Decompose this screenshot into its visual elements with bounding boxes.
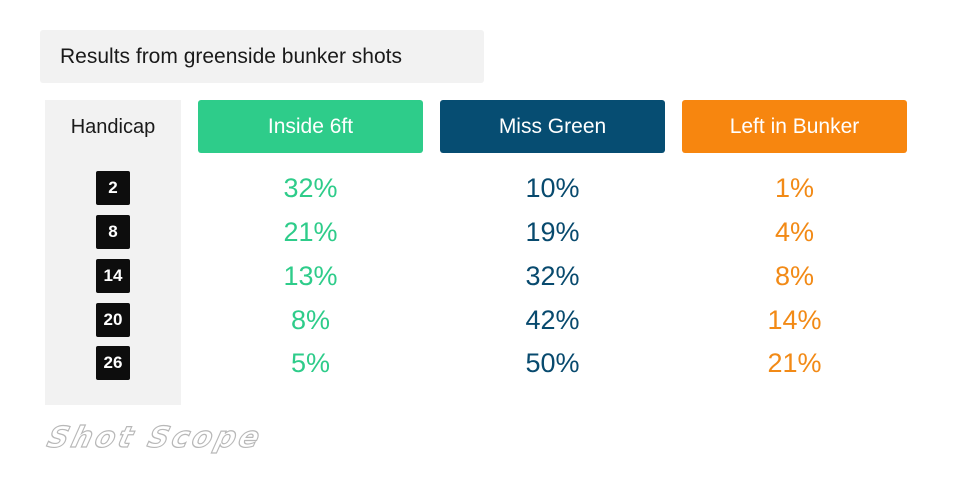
data-label-miss-green-hc8: 19%: [525, 216, 580, 247]
data-label-inside-6ft-hc20: 8%: [290, 304, 331, 335]
shot-scope-logo: Shot Scope: [43, 419, 267, 454]
handicap-badge-26: 26: [96, 346, 130, 380]
chart-title-box: Results from greenside bunker shots: [40, 30, 484, 83]
series-header-inside-6ft: Inside 6ft: [198, 100, 423, 153]
handicap-column: Handicap 2 8 14 20 26: [45, 100, 181, 405]
chart-title: Results from greenside bunker shots: [60, 44, 402, 68]
data-label-inside-6ft-hc8: 21%: [283, 216, 338, 247]
data-label-left-in-bunker-hc8: 4%: [774, 216, 815, 247]
series-header-left-in-bunker: Left in Bunker: [682, 100, 907, 153]
handicap-badge-14: 14: [96, 259, 130, 293]
data-label-inside-6ft-hc26: 5%: [290, 347, 331, 378]
handicap-badge-8: 8: [96, 215, 130, 249]
data-label-inside-6ft-hc14: 13%: [283, 260, 338, 291]
data-label-miss-green-hc14: 32%: [525, 260, 580, 291]
data-label-left-in-bunker-hc14: 8%: [774, 260, 815, 291]
series-header-miss-green: Miss Green: [440, 100, 665, 153]
handicap-badge-2: 2: [96, 171, 130, 205]
data-label-left-in-bunker-hc2: 1%: [774, 172, 815, 203]
data-label-miss-green-hc2: 10%: [525, 172, 580, 203]
data-label-miss-green-hc26: 50%: [525, 347, 580, 378]
data-label-inside-6ft-hc2: 32%: [283, 172, 338, 203]
handicap-header: Handicap: [70, 115, 156, 138]
data-label-left-in-bunker-hc26: 21%: [767, 347, 822, 378]
handicap-badge-20: 20: [96, 303, 130, 337]
data-label-miss-green-hc20: 42%: [525, 304, 580, 335]
data-label-left-in-bunker-hc20: 14%: [767, 304, 822, 335]
